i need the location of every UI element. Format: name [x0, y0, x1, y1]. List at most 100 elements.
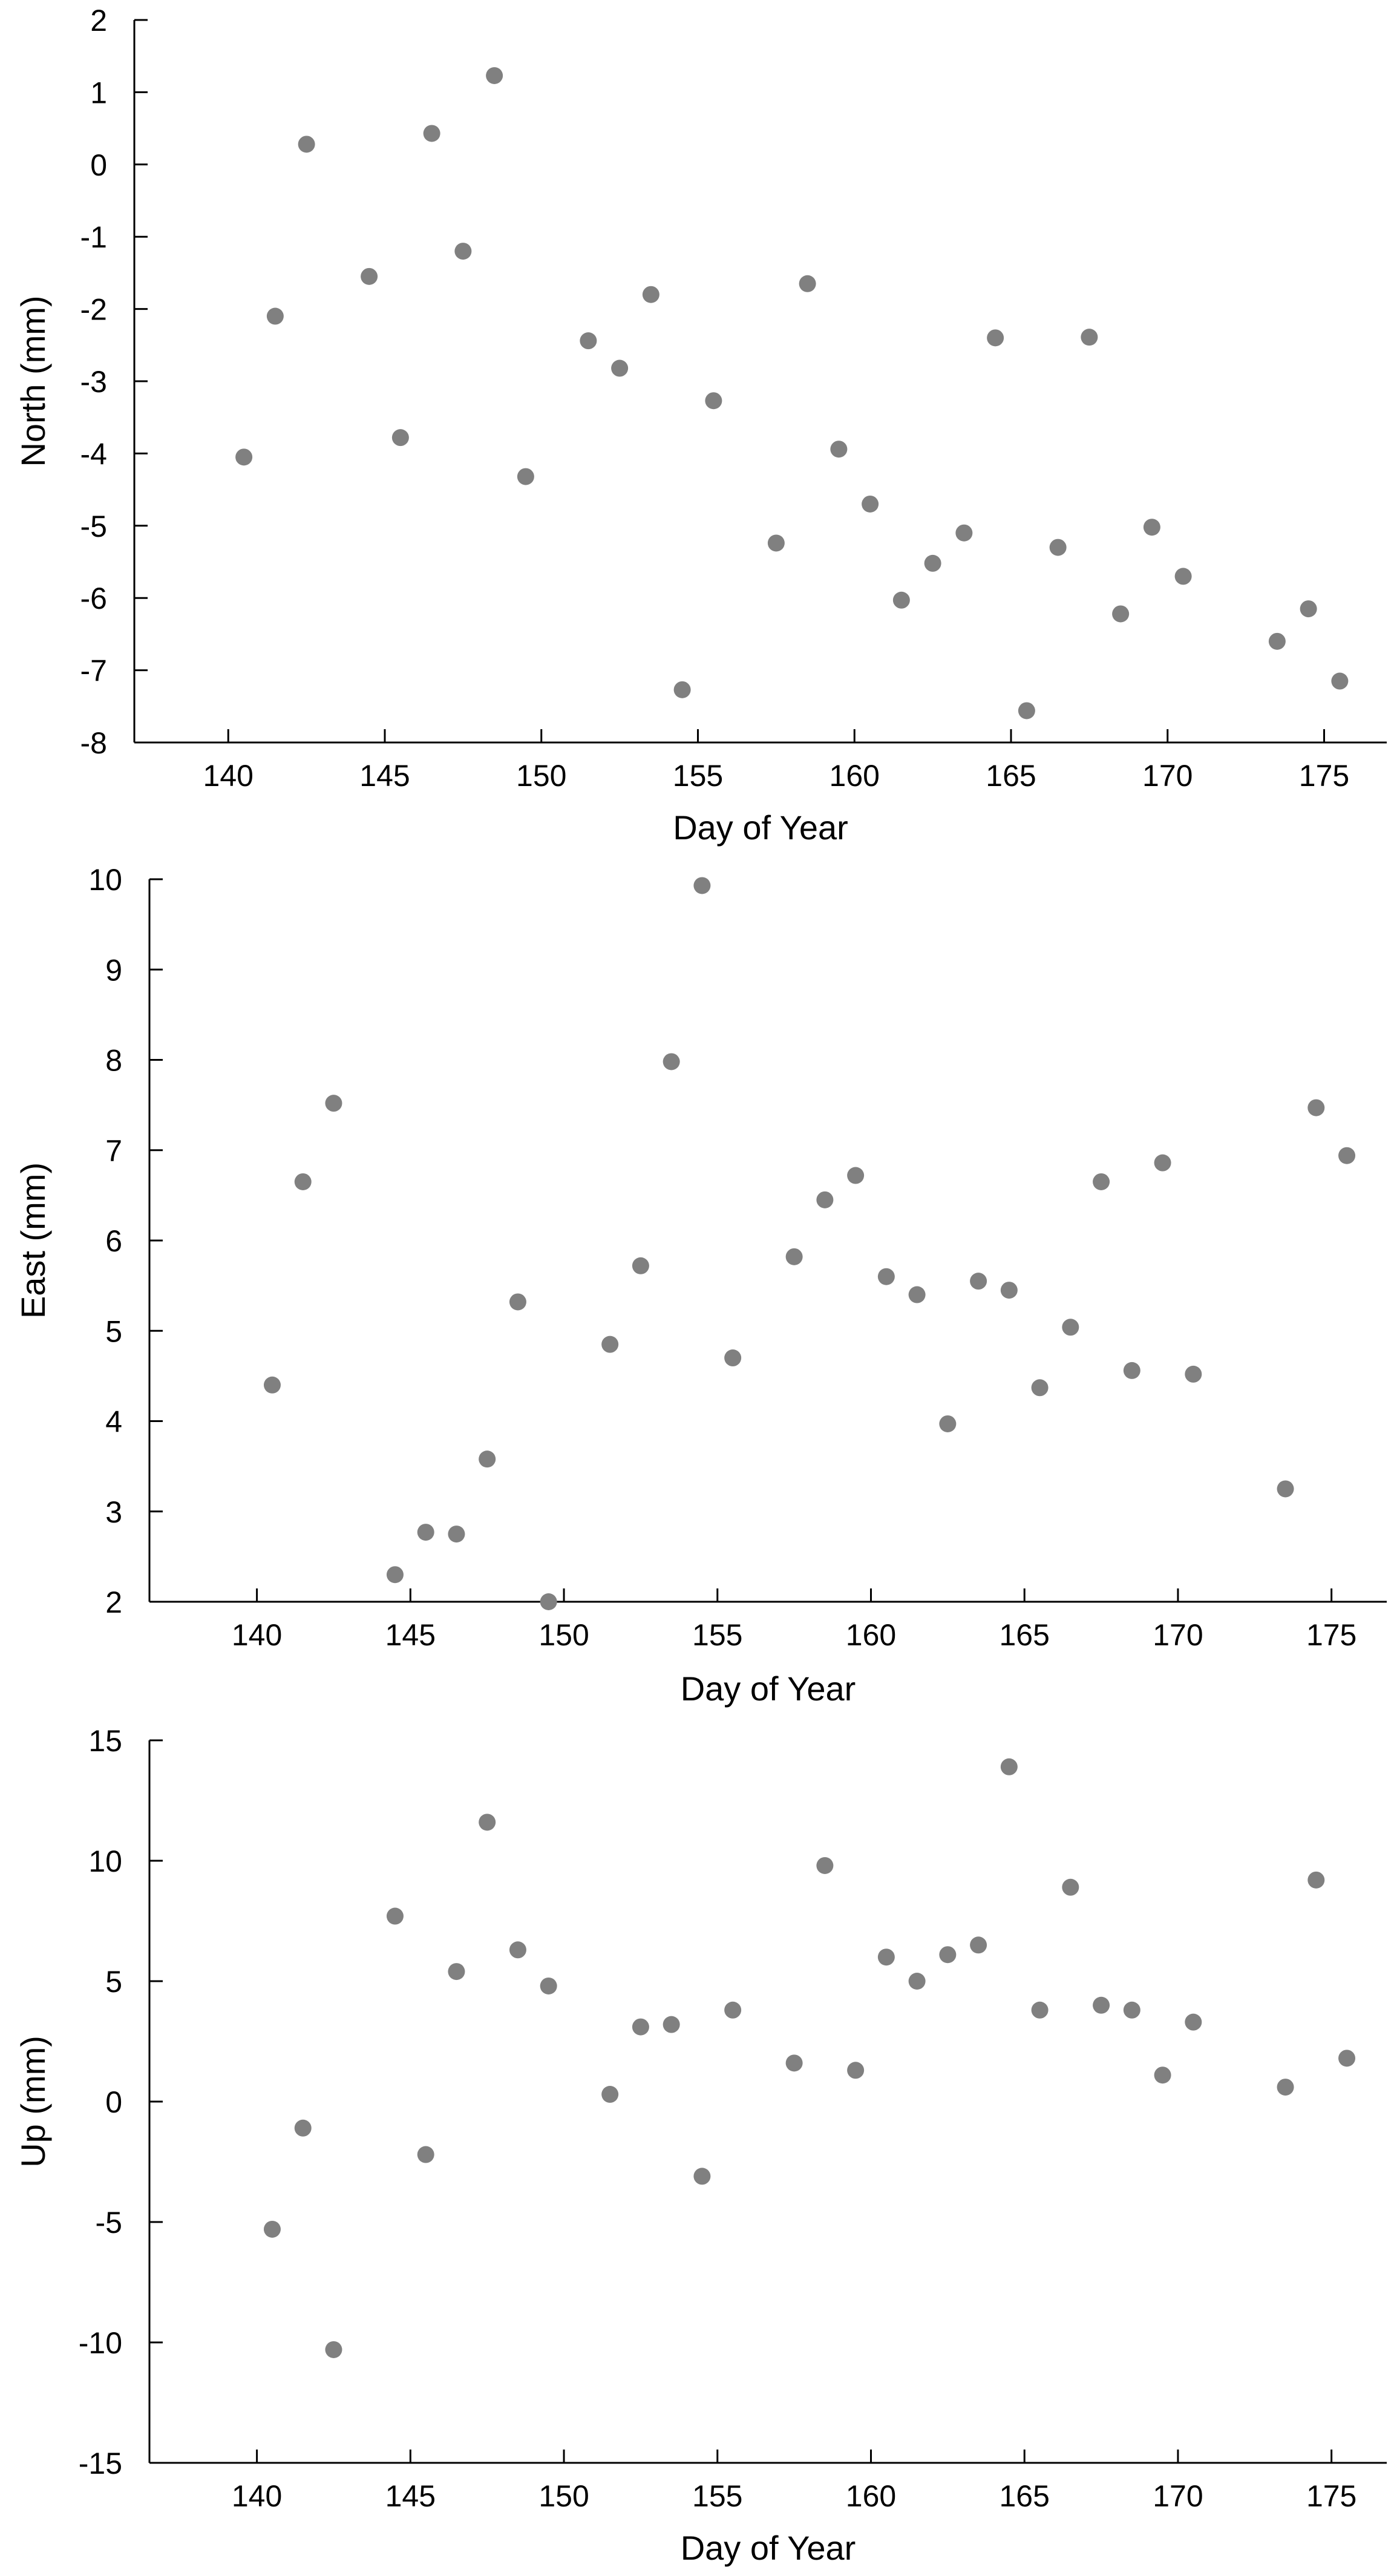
y-tick-label: 4 — [105, 1405, 122, 1439]
data-point — [1185, 2013, 1202, 2031]
data-point — [1062, 1319, 1079, 1336]
y-tick-label: -15 — [79, 2447, 122, 2480]
data-point — [486, 67, 503, 84]
data-point — [816, 1191, 834, 1208]
data-point — [1000, 1282, 1018, 1299]
data-point — [1081, 329, 1098, 346]
data-point — [1123, 1362, 1140, 1379]
data-point — [663, 2016, 680, 2033]
data-point — [924, 554, 941, 572]
data-point — [908, 1286, 926, 1303]
data-point — [391, 429, 409, 447]
data-point — [417, 1524, 434, 1541]
data-point — [263, 1376, 281, 1394]
data-point — [877, 1268, 895, 1285]
data-point — [448, 1963, 465, 1981]
data-point — [693, 877, 711, 894]
data-point — [325, 2341, 342, 2358]
data-point — [955, 524, 973, 542]
data-point — [325, 1095, 342, 1112]
y-tick-label: 0 — [105, 2085, 122, 2119]
data-point — [298, 136, 315, 153]
data-point — [1277, 1480, 1294, 1498]
data-point — [1307, 1099, 1325, 1116]
data-point — [509, 1941, 526, 1959]
east-chart: 2 3 4 5 6 7 8 9 10 140 145 150 155 160 165 170 175 Day of… — [14, 863, 1387, 1708]
data-point — [1093, 1996, 1110, 2014]
data-point — [479, 1450, 496, 1468]
data-point — [1277, 2079, 1294, 2096]
y-tick-label: 7 — [105, 1134, 122, 1168]
data-point — [939, 1946, 957, 1964]
data-point — [423, 125, 440, 142]
data-point — [580, 332, 597, 350]
x-tick-label: 150 — [538, 1618, 589, 1652]
data-point — [892, 591, 910, 609]
data-point — [1049, 539, 1067, 556]
y-tick-label: 10 — [88, 1844, 122, 1878]
x-tick-label: 170 — [1153, 2479, 1203, 2513]
data-point — [877, 1948, 895, 1966]
y-tick-label: 3 — [105, 1495, 122, 1529]
x-tick-label: 160 — [846, 2479, 896, 2513]
data-point — [1062, 1878, 1079, 1896]
data-point — [939, 1415, 957, 1432]
data-point — [673, 681, 691, 698]
data-point — [724, 2001, 742, 2019]
data-point — [294, 1173, 312, 1190]
y-tick-label: 10 — [88, 863, 122, 897]
y-tick-label: 6 — [105, 1224, 122, 1258]
data-point — [632, 2018, 649, 2036]
data-point — [1268, 632, 1286, 650]
x-tick-label: 150 — [516, 759, 566, 793]
data-point — [266, 307, 284, 325]
data-point — [1093, 1173, 1110, 1190]
x-tick-label: 165 — [986, 759, 1036, 793]
data-point — [1174, 568, 1192, 585]
y-tick-label: -4 — [80, 437, 107, 471]
x-tick-label: 140 — [232, 1618, 282, 1652]
y-tick-label: 15 — [88, 1724, 122, 1758]
data-point — [601, 1336, 619, 1353]
y-tick-label: -5 — [80, 510, 107, 543]
x-tick-label: 145 — [385, 2479, 436, 2513]
y-tick-label: -2 — [80, 293, 107, 327]
data-point — [454, 243, 472, 260]
y-tick-label: -5 — [96, 2206, 122, 2240]
data-point — [1307, 1871, 1325, 1889]
data-point — [847, 2062, 865, 2079]
data-point — [1185, 1365, 1202, 1383]
x-tick-label: 170 — [1142, 759, 1193, 793]
data-point — [1338, 1147, 1356, 1164]
up-chart: -15 -10 -5 0 5 10 15 140 145 150 155 160 165 170 175 Da… — [14, 1724, 1387, 2567]
data-point — [263, 2220, 281, 2238]
data-point — [970, 1273, 987, 1290]
north-chart: -8 -7 -6 -5 -4 -3 -2 -1 0 1 2 140 145 150 155 160 165 170… — [14, 4, 1387, 847]
data-point — [970, 1936, 987, 1954]
y-tick-label: 2 — [105, 1585, 122, 1619]
data-point — [294, 2119, 312, 2137]
x-tick-label: 175 — [1299, 759, 1349, 793]
data-point — [1154, 1154, 1171, 1172]
x-tick-label: 165 — [999, 1618, 1049, 1652]
y-tick-label: -1 — [80, 220, 107, 254]
x-tick-label: 165 — [999, 2479, 1049, 2513]
data-point — [724, 1349, 742, 1367]
data-point — [799, 275, 816, 292]
data-point — [816, 1857, 834, 1874]
y-axis-title: East (mm) — [14, 1162, 52, 1319]
y-tick-label: 2 — [90, 4, 107, 38]
data-point — [767, 534, 785, 552]
data-point — [601, 2086, 619, 2103]
y-tick-label: -6 — [80, 582, 107, 615]
y-tick-label: -7 — [80, 654, 107, 688]
x-tick-label: 140 — [232, 2479, 282, 2513]
y-axis-title: Up (mm) — [14, 2036, 52, 2168]
data-point — [847, 1167, 865, 1184]
data-point — [448, 1526, 465, 1543]
x-axis-title: Day of Year — [673, 808, 848, 847]
y-tick-label: -8 — [80, 726, 107, 760]
data-point — [862, 495, 879, 513]
y-tick-label: 5 — [105, 1314, 122, 1348]
